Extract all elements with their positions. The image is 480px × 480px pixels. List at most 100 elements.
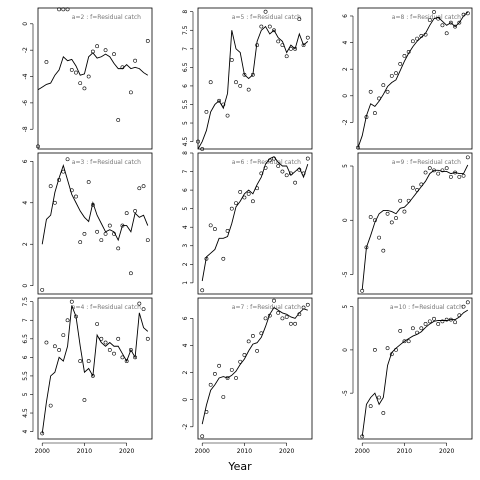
y-tick-label: 5.5 xyxy=(22,371,29,381)
observed-point xyxy=(402,209,407,214)
panel-frame xyxy=(357,7,473,150)
observed-point xyxy=(124,359,129,363)
observed-point xyxy=(242,195,247,200)
observed-point xyxy=(267,158,272,163)
y-tick-label: -5 xyxy=(342,271,349,277)
observed-point xyxy=(385,346,390,351)
observed-point xyxy=(259,171,264,176)
observed-point xyxy=(112,52,116,57)
observed-point xyxy=(90,49,95,54)
observed-point xyxy=(284,54,289,59)
observed-point xyxy=(246,87,251,92)
panel-title: a=8 : f=Residual catch xyxy=(392,14,461,21)
observed-point xyxy=(255,348,260,353)
observed-point xyxy=(238,359,243,364)
observed-point xyxy=(444,166,449,171)
observed-point xyxy=(40,287,45,292)
observed-point xyxy=(432,168,436,173)
observed-point xyxy=(402,339,407,344)
panel-grid: a=2 : f=Residual catch -8 -6 -4 -2 0 a=5 : f=R… xyxy=(22,7,473,455)
observed-point xyxy=(267,313,272,318)
fitted-series-line xyxy=(357,11,469,148)
panel-title: a=10 : f=Residual catch xyxy=(390,304,463,311)
x-axis-label: Year xyxy=(227,460,252,473)
observed-point xyxy=(381,248,386,253)
observed-point xyxy=(82,231,87,236)
observed-point xyxy=(82,398,87,402)
observed-point xyxy=(250,334,255,338)
y-tick-label: -5 xyxy=(342,390,349,396)
observed-point xyxy=(280,169,285,174)
observed-point xyxy=(255,43,260,48)
panel-frame xyxy=(197,7,313,150)
y-tick-label: 4 xyxy=(342,40,349,44)
observed-point xyxy=(95,229,100,234)
observed-point xyxy=(419,326,424,331)
panel-frame xyxy=(197,152,313,295)
fitted-series-line xyxy=(41,163,149,245)
observed-point xyxy=(267,24,272,29)
observed-point xyxy=(276,164,281,168)
observed-point xyxy=(107,223,112,228)
observed-point xyxy=(381,83,386,88)
observed-point xyxy=(457,174,462,179)
observed-point xyxy=(280,316,285,321)
y-tick-label: 5 xyxy=(342,164,349,168)
observed-point xyxy=(423,322,428,326)
observed-point xyxy=(78,240,83,245)
observed-point xyxy=(208,223,213,228)
observed-point xyxy=(90,202,95,207)
observed-point xyxy=(288,46,293,51)
y-tick-label: 7 xyxy=(182,169,189,173)
observed-point xyxy=(389,352,394,357)
observed-point xyxy=(427,166,432,171)
observed-point xyxy=(112,231,116,236)
observed-point xyxy=(221,102,226,107)
y-tick-label: 2 xyxy=(182,262,189,266)
observed-point xyxy=(465,11,470,16)
observed-point xyxy=(116,336,121,341)
observed-point xyxy=(288,171,293,176)
observed-point xyxy=(74,194,78,199)
observed-point xyxy=(297,167,302,172)
y-tick-label: 2 xyxy=(22,242,29,246)
observed-point xyxy=(44,340,49,345)
observed-point xyxy=(57,348,62,352)
y-tick-label: 1 xyxy=(182,281,189,285)
y-tick-label: 4 xyxy=(22,201,29,205)
observed-point xyxy=(246,191,251,196)
observed-point xyxy=(208,382,213,387)
observed-point xyxy=(137,301,142,306)
observed-point xyxy=(381,411,386,415)
observed-point xyxy=(48,403,53,408)
y-tick-label: -2 xyxy=(342,119,349,125)
observed-point xyxy=(301,43,306,48)
observed-point xyxy=(293,46,298,51)
fitted-series-line xyxy=(41,305,149,434)
y-tick-label: -6 xyxy=(22,100,29,106)
observed-point xyxy=(120,355,125,360)
observed-point xyxy=(457,313,462,318)
observed-point xyxy=(133,209,138,213)
observed-point xyxy=(145,336,150,341)
fitted-series-line xyxy=(361,164,469,290)
y-tick-label: 7 xyxy=(22,318,29,322)
observed-point xyxy=(234,376,238,380)
observed-point xyxy=(293,321,298,326)
observed-point xyxy=(61,7,66,12)
y-tick-label: 0 xyxy=(342,218,349,222)
observed-point xyxy=(255,186,260,191)
y-tick-label: 7.5 xyxy=(22,297,29,307)
observed-point xyxy=(427,18,432,22)
observed-point xyxy=(112,351,116,356)
observed-point xyxy=(229,206,234,211)
observed-point xyxy=(453,24,458,29)
observed-point xyxy=(242,353,247,357)
observed-point xyxy=(86,180,91,184)
observed-point xyxy=(272,28,276,33)
observed-point xyxy=(36,144,40,149)
observed-point xyxy=(99,238,104,242)
fitted-series-line xyxy=(37,52,149,91)
